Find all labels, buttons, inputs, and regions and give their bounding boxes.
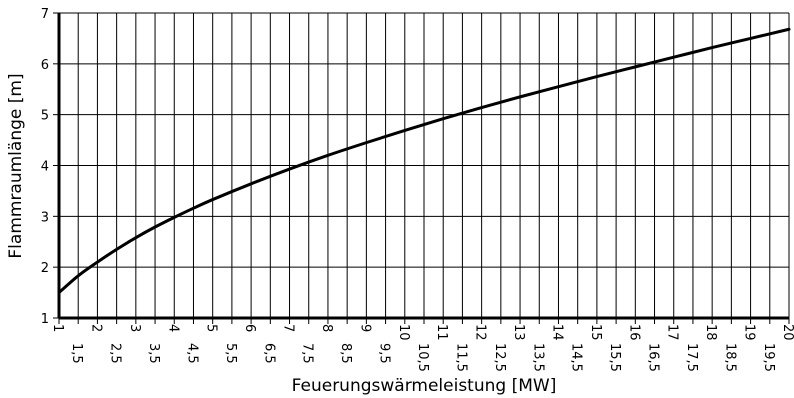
y-tick-label: 3 [41,210,49,225]
x-tick-label: 15,5 [607,343,622,372]
x-tick-label: 3 [127,324,142,332]
x-tick-label: 15 [588,324,603,341]
x-tick-label: 9,5 [377,343,392,364]
x-tick-label: 7,5 [300,343,315,364]
y-axis-title: Flammraumlänge [m] [6,73,26,258]
x-tick-label: 10,5 [415,343,430,372]
x-tick-label: 13,5 [530,343,545,372]
x-tick-label: 5,5 [223,343,238,364]
x-tick-label: 19,5 [761,343,776,372]
series-line [57,27,791,295]
x-tick-label: 16 [626,324,641,341]
x-tick-label: 6 [242,324,257,332]
x-tick-label: 17,5 [684,343,699,372]
x-tick-label: 8 [319,324,334,332]
y-tick-label: 7 [41,7,49,22]
x-axis-title: Feuerungswärmeleistung [MW] [292,376,557,396]
x-tick-label: 14 [549,324,564,341]
x-tick-label: 1 [50,324,65,332]
x-tick-label: 4,5 [184,343,199,364]
x-tick-label: 6,5 [261,343,276,364]
x-tick-label: 17 [665,324,680,341]
x-tick-label: 13 [511,324,526,341]
x-tick-label: 12,5 [492,343,507,372]
x-tick-label: 18 [703,324,718,341]
x-tick-label: 1,5 [69,343,84,364]
x-tick-label: 8,5 [338,343,353,364]
x-tick-label: 18,5 [722,343,737,372]
y-tick-label: 5 [41,109,49,124]
x-tick-label: 2 [88,324,103,332]
x-tick-label: 16,5 [646,343,661,372]
x-tick-label: 2,5 [108,343,123,364]
x-tick-label: 10 [396,324,411,341]
y-tick-label: 6 [41,58,49,73]
x-tick-label: 14,5 [569,343,584,372]
chart-grid [58,12,790,319]
x-tick-label: 5 [204,324,219,332]
y-tick-label: 4 [41,160,49,175]
x-tick-label: 7 [281,324,296,332]
chart-series [57,27,791,295]
x-tick-label: 19 [742,324,757,341]
x-tick-label: 9 [357,324,372,332]
y-tick-label: 2 [41,261,49,276]
chart-axes [53,12,790,324]
x-tick-label: 11,5 [453,343,468,372]
x-tick-label: 4 [165,324,180,332]
x-tick-label: 11 [434,324,449,341]
x-tick-label: 20 [780,324,794,341]
tick-labels: 11,522,533,544,555,566,577,588,599,51010… [41,7,794,372]
y-tick-label: 1 [41,312,49,327]
x-tick-label: 12 [473,324,488,341]
x-tick-label: 3,5 [146,343,161,364]
